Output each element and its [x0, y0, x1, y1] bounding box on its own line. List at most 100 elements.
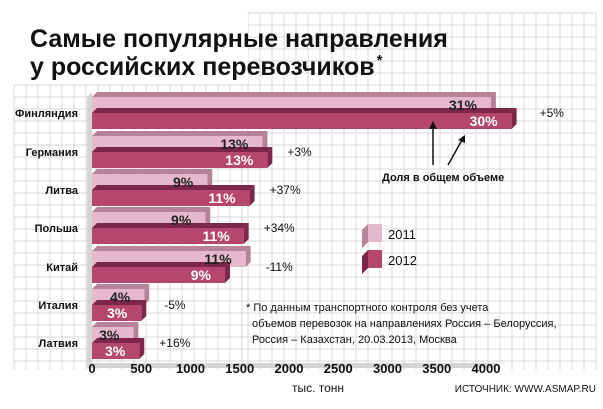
share-label-2012: 3%	[105, 343, 126, 359]
legend-2011: 2011	[362, 224, 416, 248]
bar-2011-0-top	[92, 92, 496, 97]
category-label: Германия	[26, 147, 78, 159]
footnote-line: объемов перевозок на направлениях Россия…	[252, 318, 557, 330]
change-label: +37%	[270, 183, 301, 197]
callout: Доля в общем объеме	[382, 121, 504, 184]
category-label: Китай	[46, 262, 78, 274]
change-label: +3%	[287, 145, 312, 159]
x-tick-label: 3500	[422, 361, 451, 376]
share-label-2012: 3%	[107, 305, 128, 321]
bar-2012-2-top	[92, 185, 255, 190]
bar-2012-6	[92, 338, 145, 359]
bar-2011-6-top	[92, 322, 139, 327]
bar-2012-4	[92, 262, 230, 283]
bar-2012-3-end	[243, 223, 249, 244]
bar-2011-4-top	[92, 246, 251, 251]
legend-2011-side	[362, 224, 368, 248]
legend-2012: 2012	[362, 250, 417, 274]
callout-arrow-2	[447, 139, 463, 166]
share-label-2011: 13%	[220, 136, 249, 152]
callout-arrowhead-1	[429, 121, 437, 129]
callout-text: Доля в общем объеме	[382, 172, 504, 184]
x-tick-label: 0	[88, 361, 95, 376]
chart-title-line-2-text: у российских перевозчиков	[30, 53, 375, 81]
bar-2012-1	[92, 147, 273, 168]
bar-2012-2-face	[92, 190, 250, 206]
bar-2012-1-end	[267, 147, 273, 168]
share-label-2011: 3%	[99, 327, 120, 343]
category-label: Финляндия	[15, 108, 78, 120]
bar-2011-5-top	[92, 284, 150, 289]
bar-2012-6-end	[139, 338, 145, 359]
category-label: Италия	[38, 300, 78, 312]
bar-2012-6-top	[92, 338, 145, 343]
bar-2011-2-end	[207, 169, 213, 190]
axis-floor	[87, 363, 498, 368]
x-tick-label: 2500	[324, 361, 353, 376]
change-label: -11%	[266, 260, 293, 274]
x-tick-label: 3000	[373, 361, 402, 376]
bar-2012-5-top	[92, 300, 147, 305]
x-tick-label: 1500	[225, 361, 254, 376]
bar-2012-5-face	[92, 305, 142, 321]
bar-2011-2-top	[92, 169, 213, 174]
bar-2011-5-end	[144, 284, 150, 305]
share-label-2012: 11%	[202, 228, 230, 244]
bar-2012-2	[92, 185, 255, 206]
footnote-line: * По данным транспортного контроля без у…	[246, 302, 489, 314]
share-label-2012: 11%	[208, 190, 236, 206]
bar-2011-4-end	[245, 246, 251, 267]
bar-2012-4-face	[92, 267, 225, 283]
bar-2011-1-end	[262, 131, 268, 152]
x-tick-label: 1000	[176, 361, 205, 376]
chart-title-asterisk: *	[377, 52, 383, 69]
share-label-2011: 9%	[173, 174, 194, 190]
share-label-2011: 4%	[110, 289, 131, 305]
bar-2011-3-top	[92, 207, 211, 212]
x-tick-label: 2000	[275, 361, 304, 376]
category-label: Латвия	[39, 338, 78, 350]
bar-2012-0	[92, 108, 517, 129]
share-label-2012: 9%	[191, 267, 212, 283]
bar-2012-5	[92, 300, 147, 321]
bar-2012-4-top	[92, 262, 230, 267]
category-label: Польша	[35, 223, 79, 235]
change-label: +34%	[264, 221, 295, 235]
bar-2012-6-face	[92, 343, 140, 359]
legend: 2011 2012	[362, 224, 417, 274]
share-label-2012: 30%	[470, 113, 499, 129]
bar-2012-0-end	[511, 108, 517, 129]
change-label: -5%	[164, 298, 186, 312]
axis-depth	[87, 92, 92, 368]
share-label-2011: 9%	[171, 212, 192, 228]
share-label-2011: 11%	[204, 251, 232, 267]
bar-2011-6-end	[133, 322, 139, 343]
footnote: * По данным транспортного контроля без у…	[246, 302, 557, 346]
bar-2012-1-top	[92, 147, 273, 152]
title-block: Самые популярные направления у российски…	[30, 25, 448, 81]
callout-arrowhead-2	[458, 135, 465, 143]
legend-2012-face	[368, 250, 382, 268]
bar-2012-0-face	[92, 113, 512, 129]
change-label: +16%	[159, 336, 190, 350]
share-label-2011: 31%	[449, 97, 478, 113]
legend-2011-label: 2011	[388, 227, 416, 242]
title-background	[14, 14, 248, 84]
bar-2012-3-top	[92, 223, 249, 228]
share-label-2012: 13%	[225, 152, 254, 168]
bar-2011-3-end	[205, 207, 211, 228]
bar-2012-2-end	[249, 185, 255, 206]
x-tick-label: 4000	[472, 361, 501, 376]
legend-2011-face	[368, 224, 382, 242]
bars: 31%30% +5%13%13% +3%9%11% +37%9%11% +34%11%9…	[92, 92, 564, 359]
chart-title-line-2: у российских перевозчиков *	[30, 52, 383, 81]
change-label: +5%	[540, 106, 565, 120]
chart-title-line-1: Самые популярные направления	[30, 25, 448, 53]
x-tick-label: 500	[130, 361, 152, 376]
x-axis-label: тыс. тонн	[292, 381, 344, 395]
source-note: ИСТОЧНИК: WWW.ASMAP.RU	[455, 384, 596, 395]
x-axis-band	[87, 92, 498, 368]
footnote-line: Россия – Казахстан, 20.03.2013, Москва	[252, 334, 458, 346]
